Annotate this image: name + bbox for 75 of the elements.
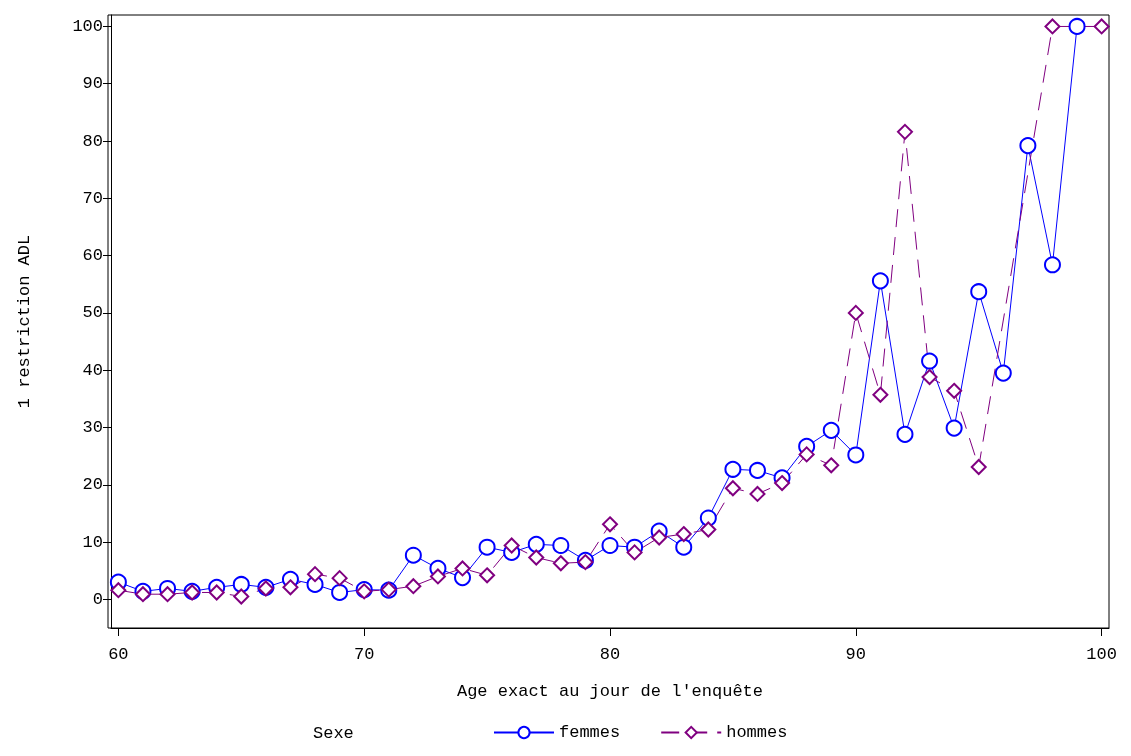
- point: [503, 537, 520, 554]
- point: [1043, 256, 1061, 274]
- point: [601, 537, 619, 554]
- y-tick-label: 70: [82, 188, 103, 208]
- point: [307, 566, 324, 583]
- point: [1044, 18, 1061, 35]
- point: [970, 459, 987, 476]
- x-tick-label: 80: [599, 645, 621, 664]
- point: [282, 579, 299, 596]
- point: [798, 446, 815, 463]
- point: [749, 461, 766, 479]
- point: [527, 535, 545, 553]
- y-tick-label: 60: [82, 246, 103, 266]
- point: [970, 283, 988, 301]
- point: [872, 386, 889, 403]
- point: [1093, 18, 1110, 35]
- point: [479, 567, 496, 584]
- x-tick-label: 70: [353, 645, 375, 664]
- point: [945, 419, 963, 437]
- point: [896, 123, 913, 140]
- y-tick-label: 40: [82, 360, 103, 380]
- point: [822, 421, 840, 439]
- y-tick-label: 30: [82, 417, 103, 437]
- point: [847, 304, 864, 321]
- point: [528, 549, 545, 566]
- legend-title: Sexe: [313, 724, 354, 743]
- point: [700, 521, 717, 538]
- y-tick-label: 20: [82, 475, 103, 495]
- point: [921, 352, 939, 370]
- point: [946, 382, 963, 399]
- point: [331, 570, 348, 587]
- x-axis-title: Age exact au jour de l'enquête: [456, 682, 764, 701]
- point: [478, 538, 496, 556]
- point: [921, 369, 938, 386]
- x-tick-label: 60: [108, 645, 129, 664]
- y-tick-label: 50: [82, 303, 103, 323]
- point: [724, 480, 741, 497]
- point: [994, 364, 1012, 382]
- point: [331, 583, 349, 601]
- legend-label: hommes: [726, 723, 788, 742]
- point: [233, 588, 250, 605]
- point: [1019, 137, 1037, 155]
- point: [134, 586, 151, 603]
- y-tick-label: 90: [82, 74, 103, 94]
- y-tick-label: 100: [72, 16, 103, 36]
- point: [871, 272, 889, 290]
- point: [232, 575, 250, 593]
- point: [552, 537, 570, 554]
- legend-label: femmes: [559, 723, 621, 742]
- point: [774, 475, 791, 492]
- point: [454, 560, 471, 577]
- point: [552, 555, 569, 572]
- point: [626, 544, 643, 561]
- point: [724, 460, 742, 478]
- x-tick-label: 90: [845, 645, 867, 664]
- y-tick-label: 0: [92, 589, 103, 609]
- point: [749, 485, 766, 502]
- point: [405, 578, 422, 595]
- point: [823, 457, 840, 474]
- point: [651, 529, 668, 546]
- x-tick-label: 100: [1086, 645, 1117, 664]
- point: [159, 586, 176, 603]
- point: [429, 568, 446, 585]
- point: [1068, 17, 1086, 35]
- point: [208, 584, 225, 601]
- point: [896, 425, 914, 443]
- point: [110, 582, 127, 599]
- point: [847, 446, 865, 464]
- point: [602, 516, 618, 533]
- y-tick-label: 80: [82, 131, 103, 151]
- y-axis-title: 1 restriction ADL: [15, 234, 34, 409]
- point: [404, 546, 422, 564]
- point: [675, 526, 692, 543]
- point: [675, 538, 693, 556]
- y-tick-label: 10: [82, 532, 103, 552]
